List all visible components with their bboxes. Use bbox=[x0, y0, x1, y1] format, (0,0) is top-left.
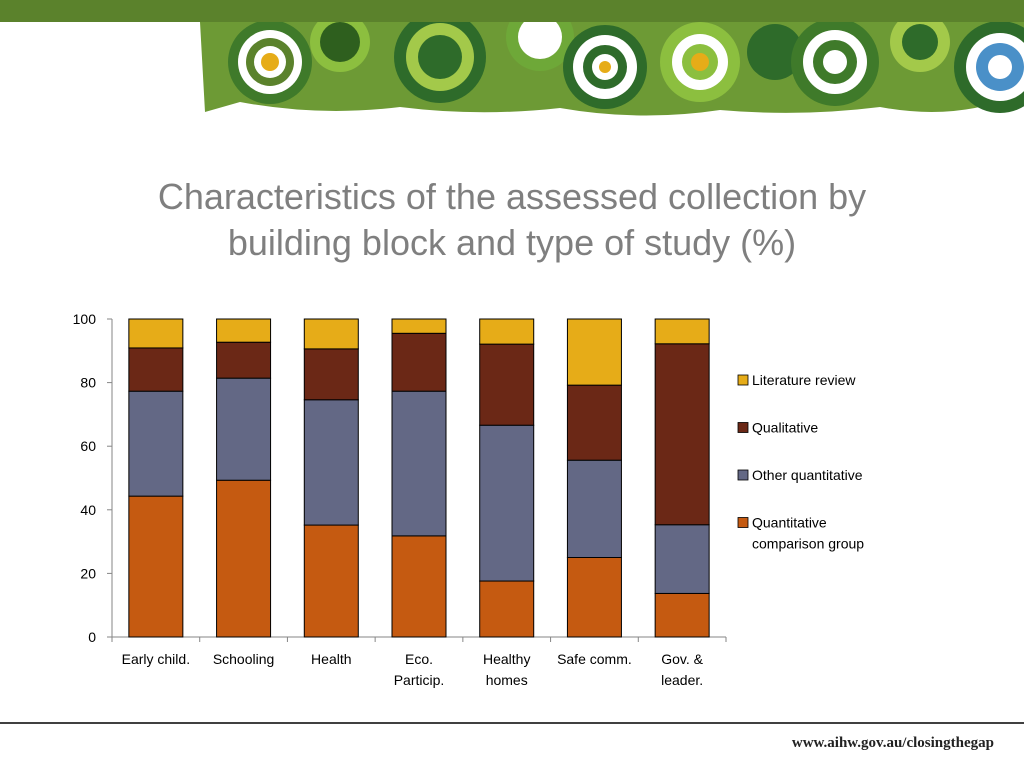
bar-segment bbox=[479, 343, 535, 426]
bar-segment bbox=[391, 390, 447, 537]
title-line-2: building block and type of study (%) bbox=[227, 222, 797, 263]
footer-url[interactable]: www.aihw.gov.au/closingthegap bbox=[791, 735, 994, 751]
bar-segment bbox=[303, 524, 359, 638]
x-tick-label: Gov. & leader. bbox=[661, 651, 704, 688]
bar-segment bbox=[391, 318, 447, 334]
legend-label: Quantitative comparison group bbox=[752, 515, 864, 552]
x-axis-labels: Early child. Schooling Health Eco. Particip.… bbox=[122, 651, 704, 688]
chart-legend: Literature review Qualitative Other quanti… bbox=[737, 372, 864, 552]
y-tick-label: 100 bbox=[73, 311, 97, 327]
y-tick-label: 80 bbox=[80, 375, 96, 391]
top-green-bar bbox=[0, 0, 1024, 22]
slide-title: Characteristics of the assessed collecti… bbox=[60, 174, 964, 266]
x-tick-label: Schooling bbox=[213, 651, 275, 667]
bar-segment bbox=[654, 524, 710, 594]
decorative-banner bbox=[200, 22, 1024, 116]
chart-bars bbox=[128, 318, 710, 638]
y-tick-label: 20 bbox=[80, 565, 96, 581]
y-tick-label: 60 bbox=[80, 438, 96, 454]
x-tick-label: Safe comm. bbox=[557, 651, 632, 667]
bar-segment bbox=[216, 479, 272, 638]
y-axis-labels: 0 20 40 60 80 100 bbox=[73, 311, 97, 645]
title-line-1: Characteristics of the assessed collecti… bbox=[157, 176, 867, 217]
bar-segment bbox=[391, 332, 447, 392]
legend-label: Other quantitative bbox=[752, 467, 863, 483]
legend-label: Qualitative bbox=[752, 420, 818, 436]
bar-segment bbox=[479, 424, 535, 582]
bar-segment bbox=[128, 495, 184, 638]
legend-label: Literature review bbox=[752, 372, 856, 388]
bar-segment bbox=[566, 318, 622, 386]
bar-segment bbox=[303, 399, 359, 526]
x-tick-label: Eco. Particip. bbox=[394, 651, 445, 688]
bar-segment bbox=[654, 592, 710, 638]
bar-segment bbox=[128, 347, 184, 392]
y-tick-label: 0 bbox=[88, 629, 96, 645]
bar-segment bbox=[566, 384, 622, 461]
bar-segment bbox=[303, 348, 359, 401]
legend-swatch bbox=[737, 469, 749, 481]
bar-segment bbox=[216, 318, 272, 343]
y-tick-label: 40 bbox=[80, 502, 96, 518]
bar-segment bbox=[303, 318, 359, 350]
bar-segment bbox=[479, 580, 535, 638]
bar-segment bbox=[479, 318, 535, 345]
x-tick-label: Healthy homes bbox=[483, 651, 530, 688]
legend-swatch bbox=[737, 374, 749, 386]
stacked-bar-chart: Early child. Schooling Health Eco. Particip.… bbox=[73, 311, 865, 688]
bar-segment bbox=[654, 343, 710, 526]
bar-segment bbox=[128, 390, 184, 497]
bar-segment bbox=[216, 377, 272, 481]
bar-segment bbox=[391, 535, 447, 638]
bar-segment bbox=[216, 341, 272, 379]
x-tick-label: Early child. bbox=[122, 651, 190, 667]
legend-swatch bbox=[737, 517, 749, 528]
x-tick-label: Health bbox=[311, 651, 351, 667]
bar-segment bbox=[566, 557, 622, 638]
legend-swatch bbox=[737, 422, 749, 433]
footer-divider bbox=[0, 722, 1024, 724]
bar-segment bbox=[654, 318, 710, 345]
bar-segment bbox=[566, 459, 622, 558]
bar-segment bbox=[128, 318, 184, 349]
